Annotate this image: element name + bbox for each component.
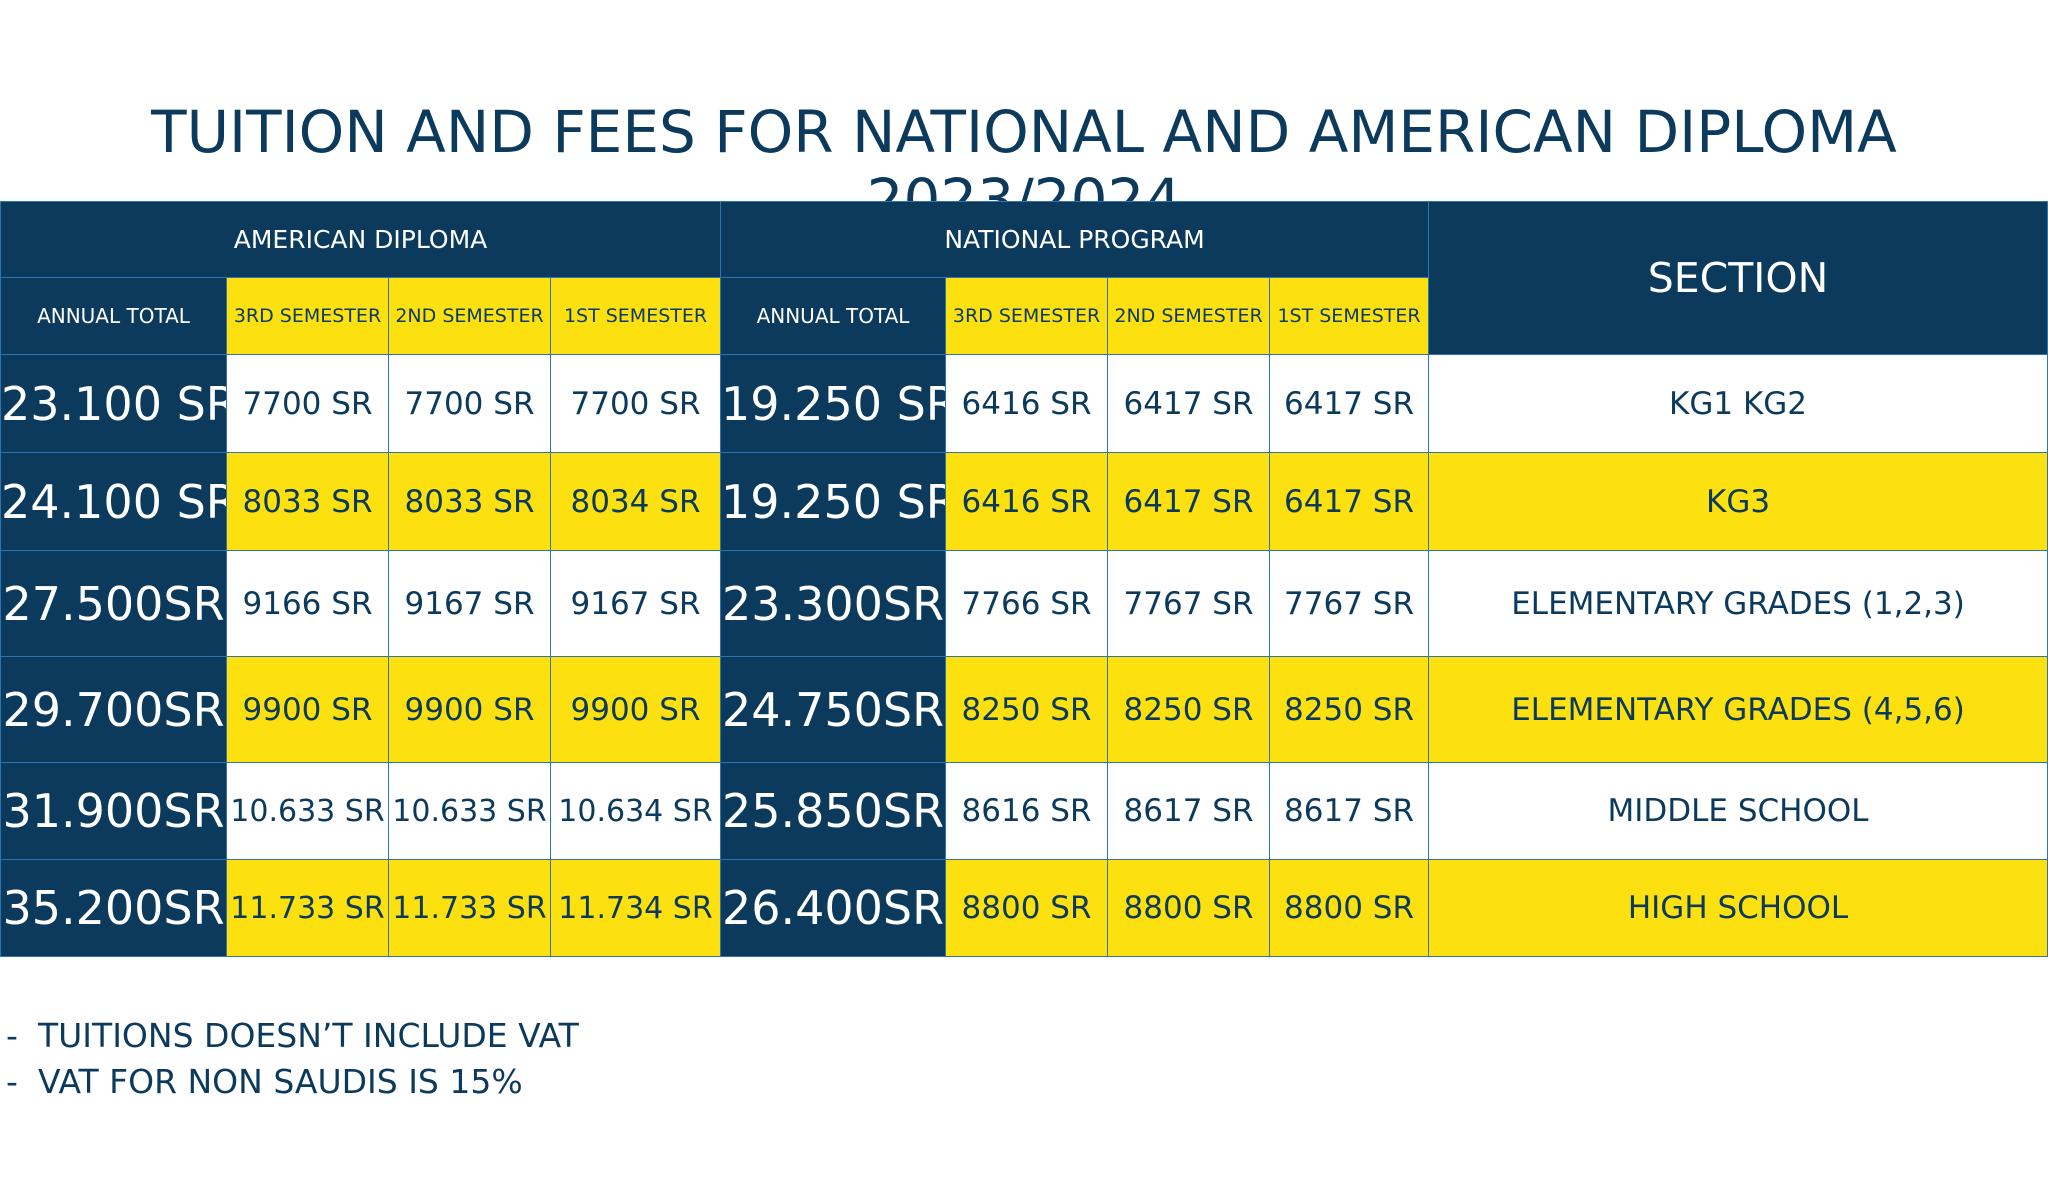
american-1st-semester-fee: 8034 SR bbox=[549, 452, 722, 551]
table-row: 29.700SR 9900 SR 9900 SR 9900 SR 24.750S… bbox=[0, 656, 2048, 763]
national-annual-total: 23.300SR bbox=[720, 550, 947, 657]
table-row: 23.100 SR 7700 SR 7700 SR 7700 SR 19.250… bbox=[0, 354, 2048, 453]
american-2nd-semester-fee: 10.633 SR bbox=[388, 762, 551, 860]
national-3rd-semester-fee: 7766 SR bbox=[945, 550, 1109, 657]
american-3rd-semester-fee: 9900 SR bbox=[226, 656, 389, 763]
national-program-header: NATIONAL PROGRAM bbox=[720, 201, 1430, 278]
national-1st-semester-fee: 8250 SR bbox=[1269, 656, 1430, 763]
national-2nd-semester-fee: 7767 SR bbox=[1107, 550, 1271, 657]
national-annual-total: 24.750SR bbox=[720, 656, 947, 763]
national-2nd-semester-fee: 6417 SR bbox=[1107, 452, 1271, 551]
section-name: KG3 bbox=[1428, 452, 2048, 551]
national-2nd-semester-fee: 8617 SR bbox=[1107, 762, 1271, 860]
national-2nd-semester-fee: 8800 SR bbox=[1107, 859, 1271, 957]
table-row: 31.900SR 10.633 SR 10.633 SR 10.634 SR 2… bbox=[0, 762, 2048, 860]
american-2nd-semester-fee: 9167 SR bbox=[388, 550, 551, 657]
national-annual-total-header: ANNUAL TOTAL bbox=[720, 277, 947, 355]
national-3rd-semester-fee: 8250 SR bbox=[945, 656, 1109, 763]
national-1st-semester-fee: 7767 SR bbox=[1269, 550, 1430, 657]
american-annual-total: 23.100 SR bbox=[0, 354, 227, 453]
national-1st-semester-header: 1ST SEMESTER bbox=[1269, 277, 1430, 355]
table-row: 35.200SR 11.733 SR 11.733 SR 11.734 SR 2… bbox=[0, 859, 2048, 957]
table-row: 24.100 SR 8033 SR 8033 SR 8034 SR 19.250… bbox=[0, 452, 2048, 551]
american-2nd-semester-fee: 11.733 SR bbox=[388, 859, 551, 957]
national-1st-semester-fee: 6417 SR bbox=[1269, 354, 1430, 453]
american-2nd-semester-fee: 9900 SR bbox=[388, 656, 551, 763]
note-item: - VAT FOR NON SAUDIS IS 15% bbox=[6, 1059, 579, 1105]
national-1st-semester-fee: 8617 SR bbox=[1269, 762, 1430, 860]
american-annual-total-header: ANNUAL TOTAL bbox=[0, 277, 227, 355]
american-2nd-semester-header: 2ND SEMESTER bbox=[388, 277, 551, 355]
tuition-table: AMERICAN DIPLOMA NATIONAL PROGRAM SECTIO… bbox=[0, 201, 2048, 957]
note-item: - TUITIONS DOESN’T INCLUDE VAT bbox=[6, 1013, 579, 1059]
american-2nd-semester-fee: 8033 SR bbox=[388, 452, 551, 551]
american-annual-total: 24.100 SR bbox=[0, 452, 227, 551]
national-annual-total: 19.250 SR bbox=[720, 354, 947, 453]
american-annual-total: 29.700SR bbox=[0, 656, 227, 763]
section-name: MIDDLE SCHOOL bbox=[1428, 762, 2048, 860]
section-name: HIGH SCHOOL bbox=[1428, 859, 2048, 957]
american-2nd-semester-fee: 7700 SR bbox=[388, 354, 551, 453]
national-3rd-semester-fee: 8800 SR bbox=[945, 859, 1109, 957]
american-3rd-semester-fee: 8033 SR bbox=[226, 452, 389, 551]
american-annual-total: 27.500SR bbox=[0, 550, 227, 657]
section-name: ELEMENTARY GRADES (4,5,6) bbox=[1428, 656, 2048, 763]
note-text: VAT FOR NON SAUDIS IS 15% bbox=[38, 1062, 523, 1101]
national-annual-total: 19.250 SR bbox=[720, 452, 947, 551]
national-3rd-semester-header: 3RD SEMESTER bbox=[945, 277, 1109, 355]
american-3rd-semester-fee: 10.633 SR bbox=[226, 762, 389, 860]
section-name: KG1 KG2 bbox=[1428, 354, 2048, 453]
american-1st-semester-header: 1ST SEMESTER bbox=[549, 277, 722, 355]
american-1st-semester-fee: 9167 SR bbox=[549, 550, 722, 657]
national-1st-semester-fee: 8800 SR bbox=[1269, 859, 1430, 957]
national-3rd-semester-fee: 6416 SR bbox=[945, 354, 1109, 453]
american-annual-total: 31.900SR bbox=[0, 762, 227, 860]
american-diploma-header: AMERICAN DIPLOMA bbox=[0, 201, 722, 278]
national-annual-total: 25.850SR bbox=[720, 762, 947, 860]
american-1st-semester-fee: 7700 SR bbox=[549, 354, 722, 453]
notes-list: - TUITIONS DOESN’T INCLUDE VAT - VAT FOR N… bbox=[6, 1013, 579, 1105]
table-row: 27.500SR 9166 SR 9167 SR 9167 SR 23.300S… bbox=[0, 550, 2048, 657]
american-1st-semester-fee: 11.734 SR bbox=[549, 859, 722, 957]
national-annual-total: 26.400SR bbox=[720, 859, 947, 957]
american-annual-total: 35.200SR bbox=[0, 859, 227, 957]
american-3rd-semester-fee: 11.733 SR bbox=[226, 859, 389, 957]
american-3rd-semester-fee: 9166 SR bbox=[226, 550, 389, 657]
american-3rd-semester-fee: 7700 SR bbox=[226, 354, 389, 453]
national-1st-semester-fee: 6417 SR bbox=[1269, 452, 1430, 551]
section-header: SECTION bbox=[1428, 201, 2048, 355]
note-dash: - bbox=[6, 1016, 18, 1055]
page-title: TUITION AND FEES FOR NATIONAL AND AMERIC… bbox=[151, 98, 1897, 234]
note-dash: - bbox=[6, 1062, 18, 1101]
national-2nd-semester-fee: 6417 SR bbox=[1107, 354, 1271, 453]
national-2nd-semester-fee: 8250 SR bbox=[1107, 656, 1271, 763]
national-3rd-semester-fee: 6416 SR bbox=[945, 452, 1109, 551]
note-text: TUITIONS DOESN’T INCLUDE VAT bbox=[38, 1016, 579, 1055]
section-name: ELEMENTARY GRADES (1,2,3) bbox=[1428, 550, 2048, 657]
american-3rd-semester-header: 3RD SEMESTER bbox=[226, 277, 389, 355]
national-3rd-semester-fee: 8616 SR bbox=[945, 762, 1109, 860]
national-2nd-semester-header: 2ND SEMESTER bbox=[1107, 277, 1271, 355]
american-1st-semester-fee: 9900 SR bbox=[549, 656, 722, 763]
american-1st-semester-fee: 10.634 SR bbox=[549, 762, 722, 860]
